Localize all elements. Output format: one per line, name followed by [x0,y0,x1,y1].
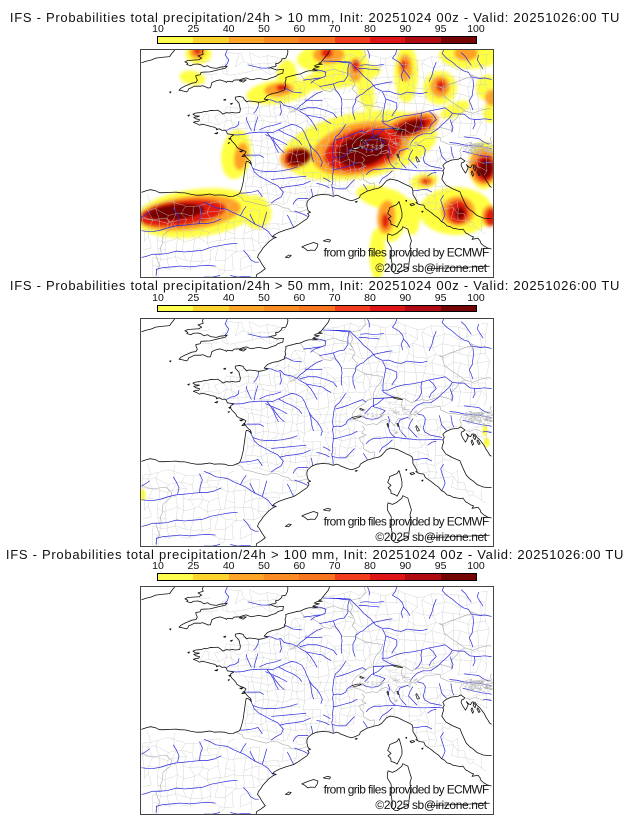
svg-text:from grib files provided by EC: from grib files provided by ECMWF [324,782,489,796]
svg-text:from grib files provided by EC: from grib files provided by ECMWF [324,245,489,259]
svg-text:from grib files provided by EC: from grib files provided by ECMWF [324,514,489,528]
